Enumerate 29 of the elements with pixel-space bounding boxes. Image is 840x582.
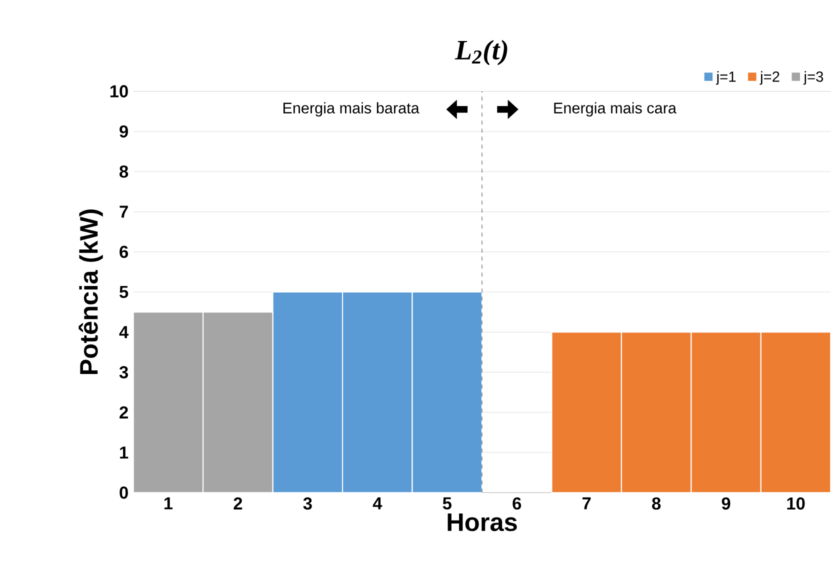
y-tick-label: 9 xyxy=(120,125,128,138)
x-tick-label: 10 xyxy=(787,497,805,510)
x-tick-label: 3 xyxy=(303,497,312,510)
legend-label: j=3 xyxy=(803,71,824,85)
annotation: Energia mais cara xyxy=(554,102,676,117)
y-tick-label: 6 xyxy=(120,246,128,258)
y-tick-label: 4 xyxy=(119,326,129,338)
x-tick-label: 8 xyxy=(652,497,661,510)
chart-title: L$_{2}$(t) xyxy=(454,40,508,66)
x-tick-label: 1 xyxy=(164,497,173,510)
legend-label: j=2 xyxy=(760,71,780,85)
y-tick-label: 3 xyxy=(119,366,128,378)
y-axis-title: Potência (kW) xyxy=(78,210,103,374)
annotation: Energia mais barata xyxy=(283,102,420,117)
y-tick-label: 8 xyxy=(120,165,128,178)
x-tick-label: 5 xyxy=(442,497,452,510)
y-tick-label: 10 xyxy=(110,85,128,98)
y-tick-label: 1 xyxy=(120,446,128,458)
y-tick-label: 2 xyxy=(120,406,128,418)
x-tick-label: 2 xyxy=(234,497,242,510)
x-tick-label: 6 xyxy=(512,497,522,510)
x-axis-title: Horas xyxy=(448,513,517,532)
y-tick-label: 0 xyxy=(120,486,128,499)
legend-label: j=1 xyxy=(716,71,736,85)
x-tick-label: 4 xyxy=(372,497,382,510)
x-tick-label: 9 xyxy=(722,497,730,510)
y-tick-label: 7 xyxy=(120,206,128,218)
x-tick-label: 7 xyxy=(582,497,591,510)
y-tick-label: 5 xyxy=(120,286,128,298)
